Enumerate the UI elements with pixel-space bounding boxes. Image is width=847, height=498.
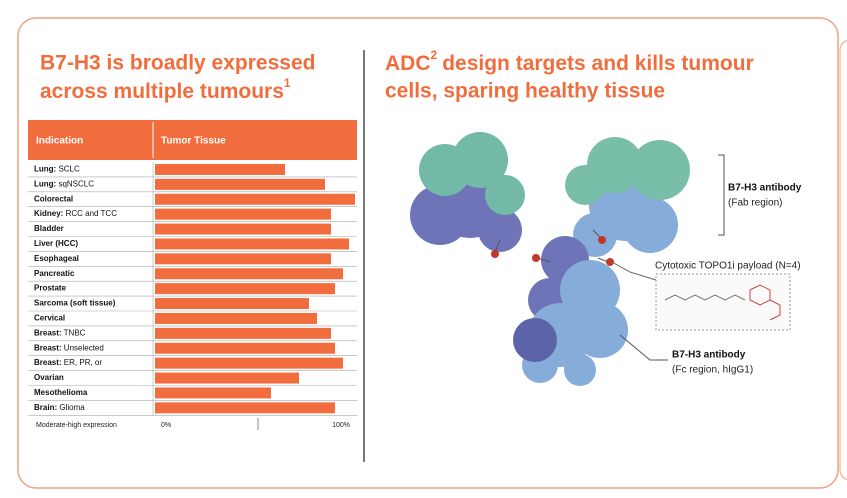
bar-table: Indication Tumor Tissue Moderate-high ex… [28, 120, 357, 430]
bar [155, 387, 271, 399]
bar [155, 402, 335, 414]
row-label: Lung: sqNSCLC [34, 179, 94, 188]
fc-label: (Fc region, hIgG1) [672, 365, 753, 376]
header-cell: Indication [36, 136, 83, 147]
header-bg [28, 120, 357, 160]
bar [155, 298, 309, 310]
bar [155, 253, 331, 265]
row-label: Breast: TNBC [34, 328, 86, 337]
row-label: Mesothelioma [34, 388, 88, 397]
row-label: Kidney: RCC and TCC [34, 209, 117, 218]
row-label: Liver (HCC) [34, 239, 78, 248]
bar [155, 178, 325, 190]
title-line: design targets and kills tumour [442, 52, 754, 75]
bar [155, 342, 335, 354]
row-label: Brain: Glioma [34, 403, 85, 412]
bar [155, 238, 349, 250]
row-label: Colorectal [34, 194, 73, 203]
x-axis-label: Moderate-high expression [36, 422, 117, 429]
header-cell: Tumor Tissue [161, 136, 226, 147]
title-line: ADC [385, 52, 431, 75]
row-label: Breast: ER, PR, or [34, 358, 102, 367]
bar [155, 327, 331, 339]
bar [155, 208, 331, 220]
x-tick-label: 0% [161, 422, 171, 429]
bar [155, 283, 335, 295]
bar [155, 193, 355, 205]
bar [155, 357, 343, 369]
left-title: across multiple tumours1 [40, 76, 291, 102]
right-title: ADC2 design targets and kills tumour [385, 48, 754, 74]
row-label: Pancreatic [34, 269, 75, 278]
bar [155, 372, 299, 384]
row-label: Esophageal [34, 254, 79, 263]
fab-label: B7-H3 antibody [728, 183, 802, 194]
superscript: 2 [431, 48, 438, 62]
row-label: Prostate [34, 284, 67, 293]
bar [155, 163, 285, 175]
next-card [839, 39, 847, 481]
payload-label: Cytotoxic TOPO1i payload (N=4) [655, 261, 801, 272]
row-label: Ovarian [34, 373, 64, 382]
row-label: Sarcoma (soft tissue) [34, 299, 116, 308]
superscript: 1 [284, 76, 291, 90]
bar [155, 223, 331, 235]
left-title: B7-H3 is broadly expressed [40, 52, 315, 75]
fab-label: (Fab region) [728, 198, 782, 209]
right-title: cells, sparing healthy tissue [385, 80, 665, 103]
row-label: Breast: Unselected [34, 343, 104, 352]
row-label: Bladder [34, 224, 64, 233]
title-line: across multiple tumours [40, 80, 284, 103]
antibody-illustration: B7-H3 antibody (Fab region) Cytotoxic TO… [410, 132, 802, 386]
fc-label: B7-H3 antibody [672, 350, 746, 361]
bar [155, 312, 317, 324]
row-label: Lung: SCLC [34, 165, 80, 174]
bar [155, 268, 343, 280]
x-tick-label: 100% [332, 422, 350, 429]
row-label: Cervical [34, 314, 65, 323]
